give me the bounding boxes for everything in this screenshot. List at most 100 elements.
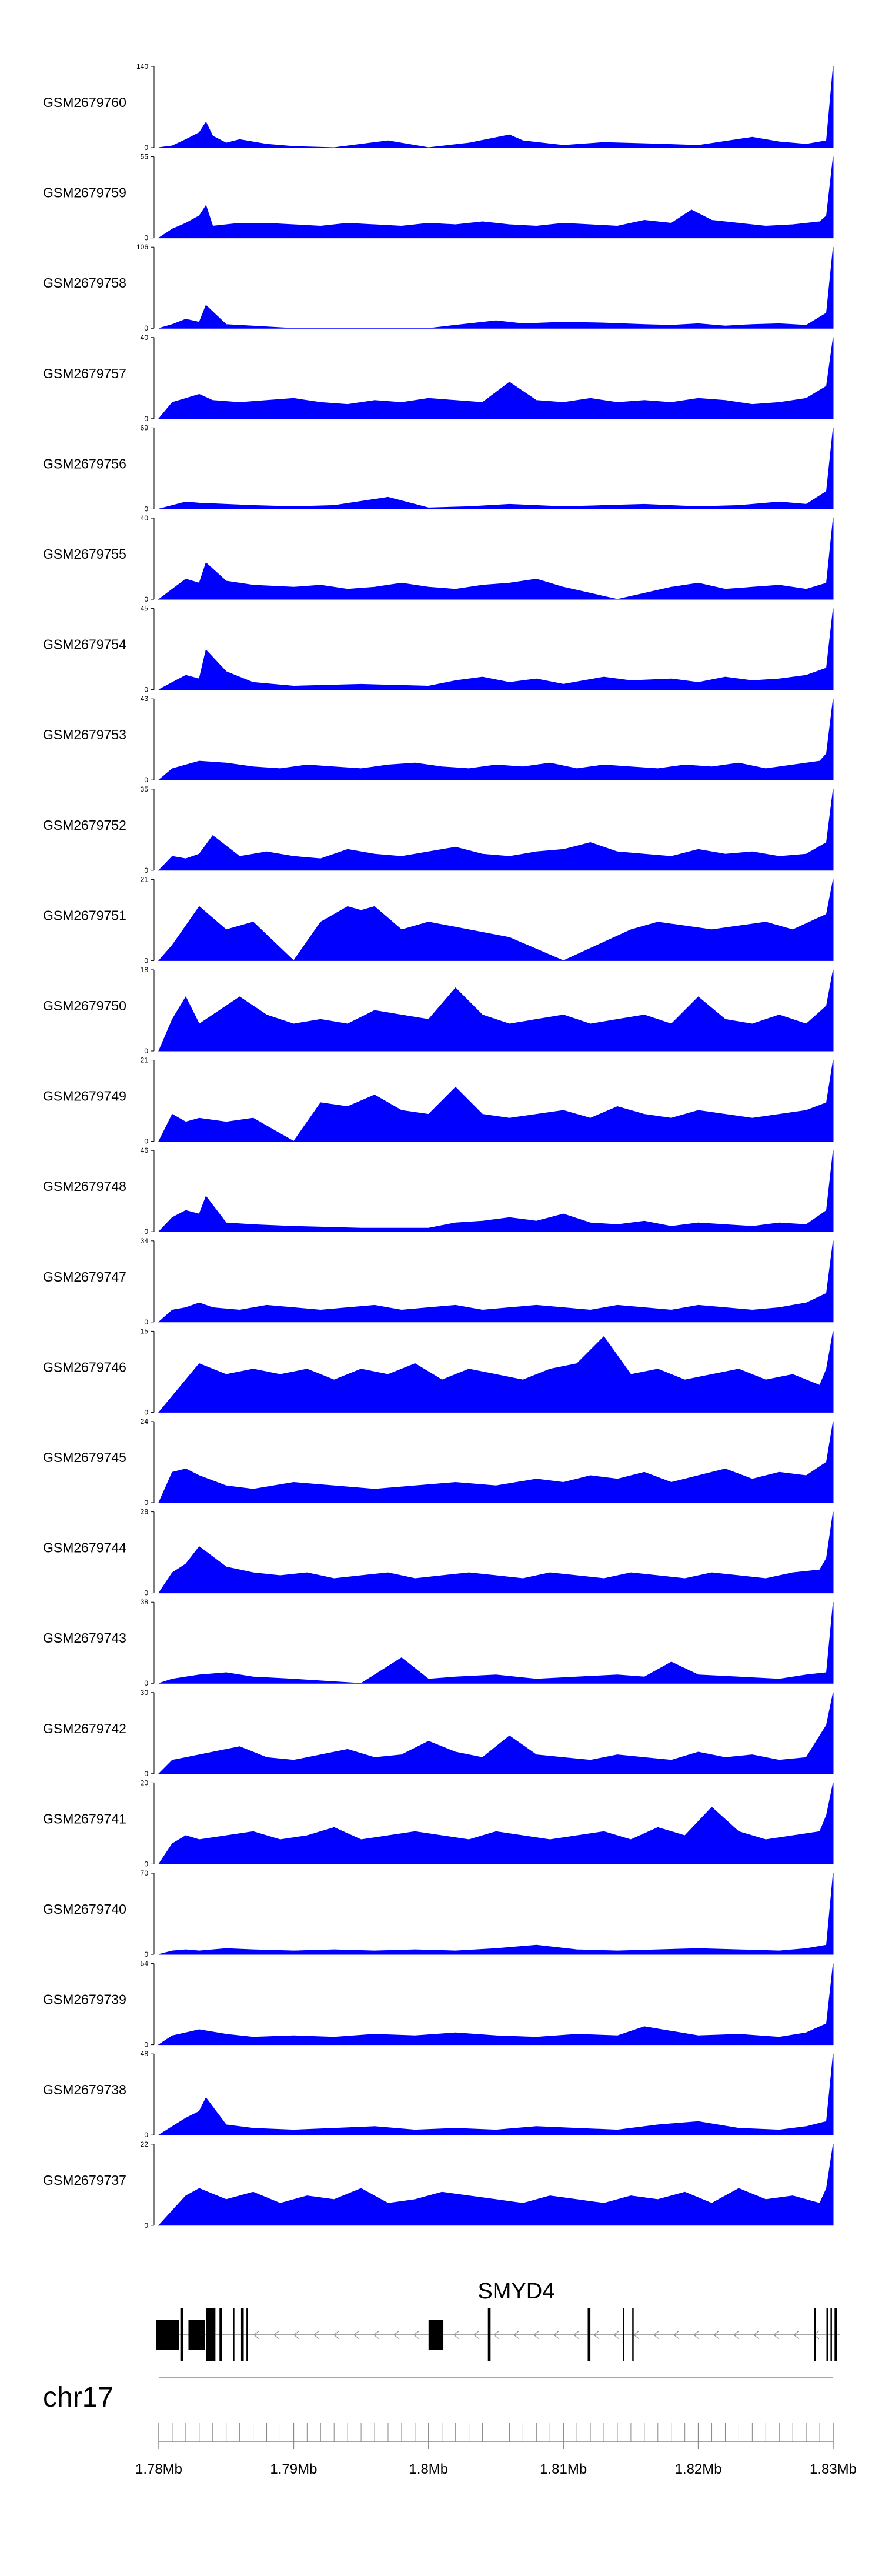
track-label: GSM2679740 bbox=[43, 1901, 126, 1917]
y-min-label: 0 bbox=[144, 144, 148, 152]
coverage-area bbox=[158, 699, 834, 780]
strand-arrow-icon bbox=[813, 2330, 820, 2340]
strand-arrow-icon bbox=[273, 2330, 280, 2340]
track-label: GSM2679744 bbox=[43, 1540, 126, 1556]
coverage-area bbox=[158, 247, 834, 329]
track-label: GSM2679759 bbox=[43, 185, 126, 201]
exon bbox=[428, 2320, 444, 2350]
y-max-label: 54 bbox=[141, 1960, 149, 1968]
y-max-label: 43 bbox=[141, 695, 149, 703]
strand-arrow-icon bbox=[513, 2330, 520, 2340]
coverage-track: GSM2679744 28 0 bbox=[43, 1508, 834, 1597]
axis-tick-label: 1.79Mb bbox=[270, 2461, 317, 2477]
exon bbox=[830, 2308, 832, 2361]
strand-arrow-icon bbox=[693, 2330, 700, 2340]
coverage-area bbox=[158, 1331, 834, 1413]
y-min-label: 0 bbox=[144, 1408, 148, 1416]
coverage-area bbox=[158, 1421, 834, 1503]
strand-arrow-icon bbox=[613, 2330, 620, 2340]
track-label: GSM2679747 bbox=[43, 1269, 126, 1284]
y-max-label: 22 bbox=[141, 2140, 149, 2148]
y-max-label: 30 bbox=[141, 1689, 149, 1697]
coverage-track: GSM2679759 55 0 bbox=[43, 153, 834, 242]
y-min-label: 0 bbox=[144, 2041, 148, 2049]
strand-arrow-icon bbox=[253, 2330, 260, 2340]
track-label: GSM2679757 bbox=[43, 366, 126, 381]
coverage-area bbox=[158, 1240, 834, 1323]
strand-arrow-icon bbox=[633, 2330, 640, 2340]
coverage-track: GSM2679758 106 0 bbox=[43, 243, 834, 332]
strand-arrow-icon bbox=[353, 2330, 360, 2340]
exon bbox=[188, 2320, 205, 2350]
strand-arrow-icon bbox=[653, 2330, 660, 2340]
y-max-label: 46 bbox=[141, 1146, 149, 1154]
axis-tick-label: 1.8Mb bbox=[409, 2461, 448, 2477]
strand-arrow-icon bbox=[713, 2330, 720, 2340]
coverage-area bbox=[158, 969, 834, 1052]
coverage-track: GSM2679737 22 0 bbox=[43, 2140, 834, 2230]
coverage-track: GSM2679751 21 0 bbox=[43, 875, 834, 965]
y-max-label: 21 bbox=[141, 1056, 149, 1065]
coverage-track: GSM2679748 46 0 bbox=[43, 1146, 834, 1236]
exon bbox=[814, 2308, 816, 2361]
track-label: GSM2679745 bbox=[43, 1450, 126, 1465]
strand-arrow-icon bbox=[333, 2330, 340, 2340]
track-label: GSM2679742 bbox=[43, 1721, 126, 1736]
y-min-label: 0 bbox=[144, 324, 148, 332]
coverage-area bbox=[158, 2054, 834, 2135]
exon bbox=[587, 2308, 591, 2361]
exon bbox=[826, 2308, 828, 2361]
coverage-track: GSM2679739 54 0 bbox=[43, 1960, 834, 2049]
strand-arrow-icon bbox=[313, 2330, 320, 2340]
coverage-track: GSM2679755 40 0 bbox=[43, 514, 834, 603]
strand-arrow-icon bbox=[473, 2330, 480, 2340]
y-max-label: 15 bbox=[141, 1327, 149, 1335]
coverage-track: GSM2679738 48 0 bbox=[43, 2050, 834, 2139]
track-label: GSM2679752 bbox=[43, 817, 126, 833]
coverage-track: GSM2679741 20 0 bbox=[43, 1778, 834, 1868]
y-min-label: 0 bbox=[144, 595, 148, 603]
coverage-track: GSM2679750 18 0 bbox=[43, 966, 834, 1055]
y-min-label: 0 bbox=[144, 1770, 148, 1778]
coverage-area bbox=[158, 879, 834, 962]
y-max-label: 35 bbox=[141, 785, 149, 793]
track-label: GSM2679748 bbox=[43, 1179, 126, 1194]
y-max-label: 69 bbox=[141, 423, 149, 432]
strand-arrow-icon bbox=[373, 2330, 380, 2340]
y-min-label: 0 bbox=[144, 1499, 148, 1507]
coverage-track: GSM2679753 43 0 bbox=[43, 695, 834, 784]
coverage-area bbox=[158, 789, 834, 871]
strand-arrow-icon bbox=[793, 2330, 800, 2340]
track-label: GSM2679737 bbox=[43, 2173, 126, 2188]
y-max-label: 55 bbox=[141, 153, 149, 161]
coverage-track: GSM2679743 38 0 bbox=[43, 1598, 834, 1687]
coverage-area bbox=[158, 1873, 834, 1955]
track-label: GSM2679750 bbox=[43, 998, 126, 1013]
y-max-label: 40 bbox=[141, 333, 149, 342]
y-max-label: 45 bbox=[141, 605, 149, 613]
y-min-label: 0 bbox=[144, 956, 148, 965]
exon bbox=[206, 2308, 216, 2361]
y-min-label: 0 bbox=[144, 1950, 148, 1958]
track-label: GSM2679756 bbox=[43, 456, 126, 471]
coverage-area bbox=[158, 1511, 834, 1594]
strand-arrow-icon bbox=[553, 2330, 560, 2340]
coverage-area bbox=[158, 1150, 834, 1232]
coverage-area bbox=[158, 2144, 834, 2226]
strand-arrow-icon bbox=[753, 2330, 760, 2340]
y-min-label: 0 bbox=[144, 1047, 148, 1055]
axis-tick-label: 1.81Mb bbox=[540, 2461, 587, 2477]
track-label: GSM2679760 bbox=[43, 95, 126, 110]
strand-arrow-icon bbox=[773, 2330, 780, 2340]
track-label: GSM2679749 bbox=[43, 1089, 126, 1104]
exon bbox=[180, 2308, 183, 2361]
chromosome-label: chr17 bbox=[43, 2382, 113, 2413]
track-label: GSM2679758 bbox=[43, 275, 126, 291]
coverage-track: GSM2679742 30 0 bbox=[43, 1689, 834, 1778]
coverage-area bbox=[158, 1783, 834, 1864]
strand-arrow-icon bbox=[573, 2330, 580, 2340]
coverage-area bbox=[158, 608, 834, 690]
exon bbox=[156, 2320, 179, 2350]
y-max-label: 140 bbox=[136, 62, 148, 71]
